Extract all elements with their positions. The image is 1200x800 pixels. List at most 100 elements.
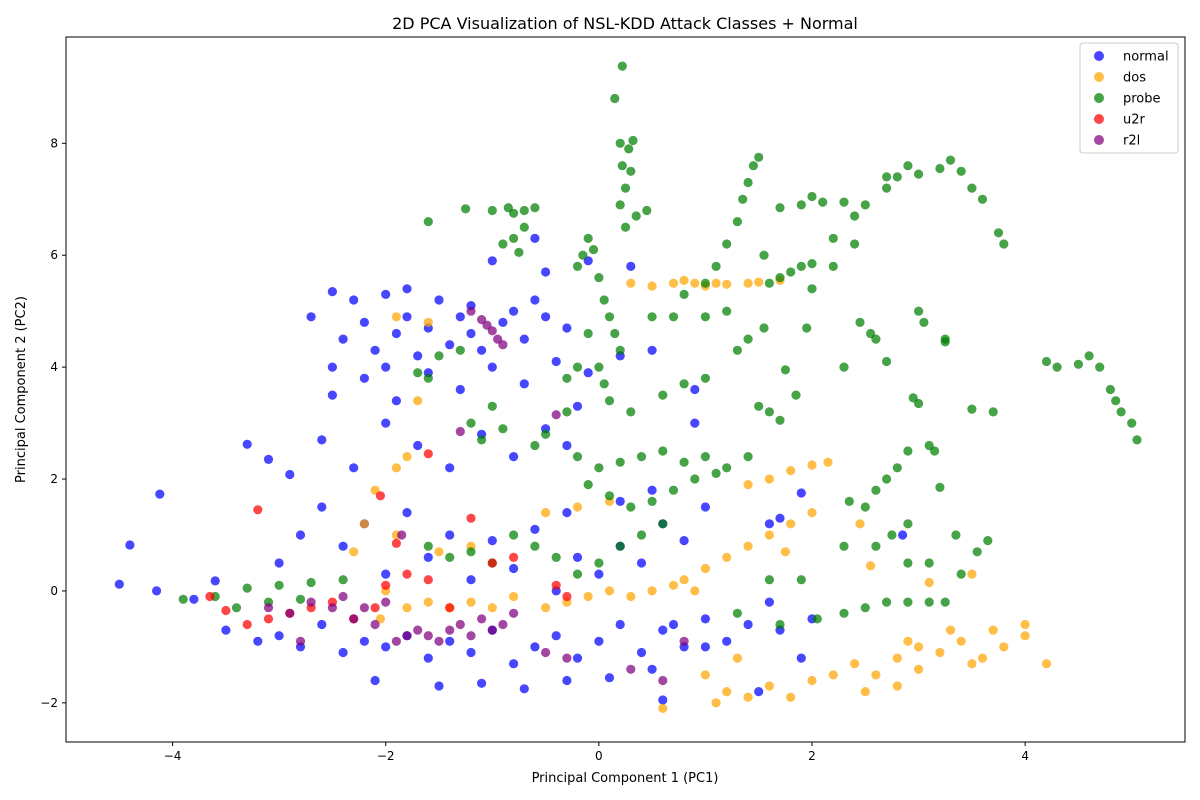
point-u2r: [391, 538, 401, 549]
point-u2r: [381, 580, 391, 590]
point-normal: [349, 295, 359, 305]
point-r2l: [402, 631, 412, 641]
point-probe: [658, 390, 668, 400]
point-probe: [700, 278, 711, 288]
point-probe: [866, 328, 876, 339]
point-probe: [508, 208, 519, 218]
point-normal: [370, 675, 380, 686]
point-probe: [775, 415, 785, 425]
point-r2l: [498, 619, 508, 630]
point-normal: [636, 558, 647, 568]
point-dos: [764, 474, 775, 484]
point-probe: [1127, 418, 1137, 428]
point-probe: [423, 541, 433, 551]
point-probe: [647, 312, 657, 322]
point-normal: [381, 642, 391, 652]
point-dos: [572, 502, 583, 512]
point-probe: [628, 135, 638, 146]
point-r2l: [498, 340, 508, 350]
point-probe: [1073, 359, 1083, 369]
point-normal: [152, 586, 162, 596]
point-dos: [402, 452, 412, 462]
point-r2l: [397, 530, 407, 540]
point-normal: [423, 552, 433, 563]
point-normal: [530, 233, 540, 243]
point-probe: [668, 485, 679, 495]
point-normal: [690, 418, 700, 428]
point-normal: [615, 496, 625, 506]
point-probe: [850, 211, 860, 221]
point-normal: [381, 362, 391, 372]
point-dos: [541, 603, 551, 613]
point-probe: [583, 328, 593, 339]
point-normal: [530, 295, 540, 305]
point-normal: [338, 541, 348, 551]
point-dos: [626, 278, 636, 288]
point-probe: [940, 597, 950, 607]
point-probe: [477, 435, 487, 445]
point-dos: [967, 569, 977, 579]
point-normal: [796, 653, 806, 663]
point-probe: [572, 261, 583, 271]
point-dos: [711, 698, 721, 708]
point-probe: [562, 407, 572, 417]
point-normal: [647, 345, 657, 355]
point-probe: [461, 204, 471, 214]
point-probe: [626, 407, 636, 417]
point-normal: [327, 362, 337, 372]
point-normal: [572, 401, 583, 411]
point-r2l: [295, 636, 306, 646]
point-normal: [210, 576, 220, 586]
point-probe: [594, 463, 604, 473]
point-normal: [381, 569, 391, 579]
point-probe: [617, 61, 627, 71]
point-dos: [391, 463, 401, 473]
point-u2r: [466, 513, 476, 523]
point-probe: [338, 575, 348, 585]
point-probe: [413, 368, 423, 378]
point-dos: [722, 687, 732, 697]
point-probe: [892, 463, 902, 473]
point-probe: [530, 541, 540, 551]
point-probe: [679, 289, 689, 299]
point-probe: [775, 203, 785, 213]
legend-box: [1079, 42, 1179, 154]
point-dos: [828, 670, 838, 680]
point-dos: [871, 670, 881, 680]
point-dos: [668, 580, 679, 590]
point-normal: [253, 636, 263, 646]
point-probe: [828, 261, 838, 271]
legend-marker-normal: [1094, 51, 1104, 61]
point-probe: [844, 496, 854, 506]
point-dos: [743, 541, 753, 551]
point-probe: [796, 261, 806, 271]
point-probe: [642, 205, 652, 216]
point-normal: [722, 636, 732, 646]
series-probe: [178, 61, 1142, 630]
point-normal: [604, 673, 615, 683]
point-u2r: [487, 558, 497, 568]
point-probe: [620, 222, 631, 232]
point-normal: [391, 396, 401, 406]
point-probe: [956, 166, 966, 176]
point-probe: [759, 323, 769, 333]
point-normal: [466, 575, 476, 585]
point-probe: [828, 233, 838, 243]
point-probe: [743, 334, 753, 344]
point-probe: [903, 161, 913, 171]
point-normal: [466, 647, 476, 658]
point-normal: [189, 594, 199, 604]
point-probe: [930, 446, 940, 456]
point-normal: [679, 536, 689, 546]
point-dos: [391, 312, 401, 322]
point-probe: [530, 203, 540, 213]
point-probe: [722, 239, 732, 249]
point-normal: [658, 695, 668, 705]
point-dos: [823, 457, 833, 467]
point-probe: [860, 502, 870, 512]
point-probe: [594, 362, 604, 372]
x-tick-label: 0: [595, 749, 603, 763]
point-r2l: [508, 608, 519, 618]
y-tick-label: 6: [50, 248, 58, 262]
